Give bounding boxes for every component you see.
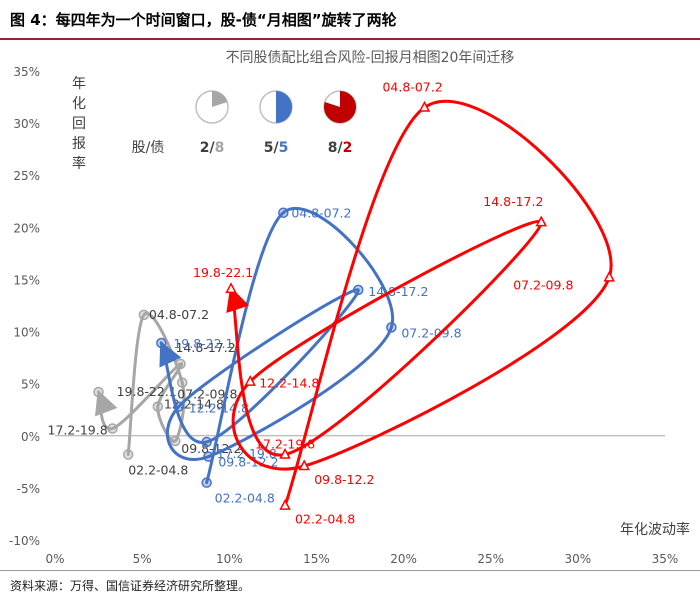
x-tick-label: 10% (216, 552, 243, 566)
source-note: 资料来源：万得、国信证券经济研究所整理。 (10, 579, 251, 593)
y-tick-label: 5% (21, 378, 40, 392)
legend-ratio-label: 5/5 (264, 140, 289, 156)
x-tick-label: 0% (45, 552, 64, 566)
legend-ratio-label: 2/8 (200, 140, 225, 156)
chart-title: 不同股债配比组合风险-回报月相图20年间迁移 (226, 50, 515, 66)
data-point-marker (278, 207, 289, 218)
data-point-marker (107, 423, 118, 434)
data-point-marker (279, 447, 291, 459)
data-point-marker (138, 309, 150, 321)
data-point-label: 12.2-14.8 (259, 376, 319, 391)
data-point-label: 19.8-22.1 (117, 384, 177, 399)
legend-pie-fill (212, 91, 228, 107)
data-point-marker (93, 386, 104, 398)
data-point-marker (203, 451, 214, 462)
x-axis-label: 年化波动率 (620, 521, 690, 538)
data-point-marker (353, 284, 364, 296)
data-point-marker (176, 377, 188, 388)
data-point-label: 14.8-17.2 (175, 340, 235, 355)
y-tick-label: 20% (13, 221, 40, 235)
data-point-marker (122, 449, 134, 460)
figure-header-text: 图 4：每四年为一个时间窗口，股-债“月相图”旋转了两轮 (10, 11, 397, 29)
x-tick-label: 5% (133, 552, 152, 566)
data-point-marker (386, 322, 397, 333)
data-point-marker (603, 270, 615, 282)
data-point-label: 19.8-22.1 (193, 265, 253, 280)
data-point-label: 07.2-09.8 (401, 325, 461, 340)
x-tick-label: 35% (652, 552, 679, 566)
risk-return-chart: 不同股债配比组合风险-回报月相图20年间迁移 -10% -5% 0% 5% 10% 15%… (9, 50, 690, 566)
y-axis-label-char: 报 (72, 136, 86, 152)
legend: 股/债 2/8 5/5 8/2 (132, 90, 357, 156)
x-axis-ticks: 0% 5% 10% 15% 20% 25% 30% 35% (45, 552, 678, 566)
y-axis-label-char: 化 (72, 96, 86, 112)
figure-header: 图 4：每四年为一个时间窗口，股-债“月相图”旋转了两轮 (0, 0, 700, 40)
data-point-label: 12.2-14.8 (189, 401, 249, 416)
x-tick-label: 20% (390, 552, 417, 566)
y-axis-label-char: 率 (72, 155, 86, 172)
data-point-label: 04.8-07.2 (291, 206, 351, 221)
data-point-label: 09.8-12.2 (314, 472, 374, 487)
data-point-label: 19.8-22.1 (173, 336, 233, 351)
y-tick-label: -10% (9, 534, 40, 548)
data-point-marker (244, 374, 256, 386)
data-point-marker (156, 337, 167, 349)
y-tick-label: 25% (13, 169, 40, 183)
y-tick-label: 35% (13, 65, 40, 79)
data-point-label: 02.2-04.8 (215, 491, 275, 506)
data-point-marker (173, 401, 184, 412)
x-tick-label: 25% (477, 552, 504, 566)
x-tick-label: 15% (303, 552, 330, 566)
y-axis-ticks: -10% -5% 0% 5% 10% 15% 20% 25% 30% 35% (9, 65, 40, 548)
data-point-marker (535, 215, 548, 227)
data-point-label: 17.2-19.8 (255, 437, 315, 452)
x-tick-label: 30% (565, 552, 592, 566)
y-tick-label: -5% (17, 482, 40, 496)
data-point-label: 17.2-19.8 (48, 422, 108, 437)
legend-ratio-label: 8/2 (328, 140, 353, 156)
data-point-label: 04.8-07.2 (149, 307, 209, 322)
data-point-label: 07.2-09.8 (177, 387, 237, 402)
data-point-marker (175, 358, 186, 370)
legend-title: 股/债 (132, 140, 165, 156)
data-point-label: 14.8-17.2 (483, 194, 543, 209)
data-point-marker (279, 499, 291, 510)
data-point-marker (298, 459, 310, 471)
y-tick-label: 30% (13, 117, 40, 131)
legend-pie-fill (276, 91, 292, 123)
data-point-marker (201, 436, 212, 448)
y-tick-label: 10% (13, 326, 40, 340)
data-point-label: 04.8-07.2 (382, 79, 442, 94)
figure-footer: 资料来源：万得、国信证券经济研究所整理。 (0, 570, 700, 600)
data-point-marker (170, 435, 181, 447)
data-point-marker (152, 401, 164, 412)
y-axis-label-char: 回 (72, 116, 86, 132)
legend-pie-fill (323, 91, 356, 123)
y-axis-label-char: 年 (72, 76, 86, 92)
series-line (159, 207, 395, 485)
y-tick-label: 0% (21, 430, 40, 444)
data-point-label: 09.8-12.2 (181, 441, 241, 456)
y-tick-label: 15% (13, 273, 40, 287)
data-point-label: 02.2-04.8 (295, 512, 355, 527)
series-layer: 02.2-04.8 04.8-07.2 07.2-09.8 09.8-12.2 12.2… (48, 79, 615, 527)
data-point-label: 07.2-09.8 (513, 277, 573, 292)
data-point-marker (201, 477, 212, 488)
data-point-label: 02.2-04.8 (128, 463, 188, 478)
data-point-marker (418, 100, 431, 112)
data-point-marker (225, 282, 237, 294)
